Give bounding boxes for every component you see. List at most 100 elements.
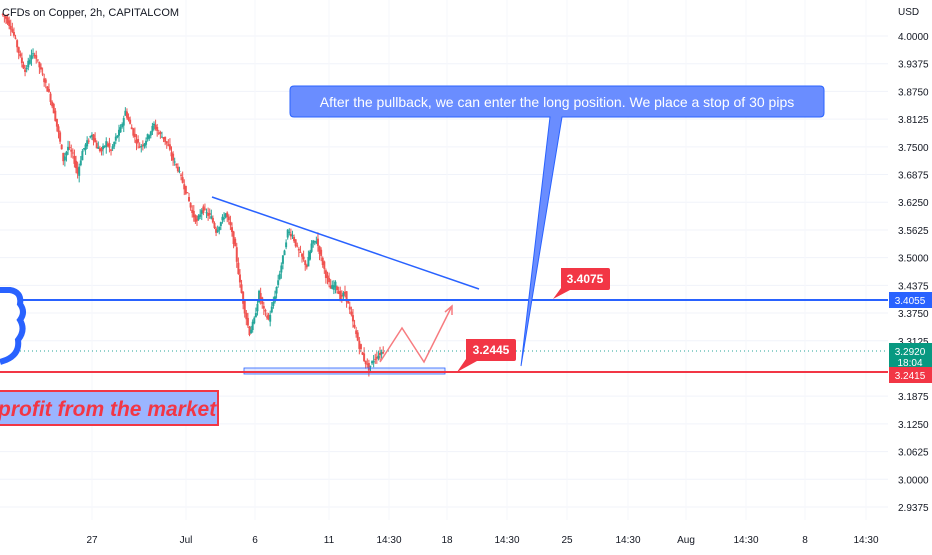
candle-body	[331, 284, 334, 289]
candle-body	[223, 218, 226, 220]
candle-body	[55, 118, 58, 127]
candle-body	[275, 287, 278, 294]
plot-area[interactable]	[0, 0, 888, 520]
candle-body	[353, 324, 356, 328]
candle-body	[153, 123, 156, 126]
price-axis[interactable]: 4.0000 3.9375 3.8750 3.8125 3.7500 3.6875 3.62…	[898, 32, 929, 514]
candle-body	[316, 238, 319, 246]
candle-body	[184, 185, 187, 194]
candle-body	[267, 314, 270, 320]
candle-body	[226, 212, 229, 217]
banner[interactable]: profit from the market	[0, 390, 219, 426]
candle-body	[146, 134, 149, 140]
candle-body	[367, 363, 370, 371]
tag-stop: 3.2415	[889, 367, 932, 383]
candle-body	[43, 78, 46, 83]
candle-body	[47, 88, 50, 92]
candle-body	[342, 292, 345, 296]
candle-body	[160, 136, 163, 138]
candle-body	[251, 321, 254, 331]
candle-body	[280, 265, 283, 273]
candle-body	[32, 53, 35, 55]
candle-body	[54, 110, 57, 121]
currency-label: USD	[898, 7, 919, 18]
candle-body	[264, 309, 267, 312]
projection-path	[379, 305, 453, 364]
candle-body	[248, 326, 251, 336]
candle-body	[240, 284, 243, 293]
candle-body	[336, 286, 339, 291]
candle-body	[78, 166, 81, 176]
candle-body	[315, 241, 318, 244]
candle-body	[39, 67, 42, 70]
candle-body	[318, 246, 321, 255]
candle-body	[9, 25, 12, 30]
time-axis[interactable]: 27 Jul 6 11 14:30 18 14:30 25 14:30 Aug 14:30 8 14:3…	[86, 535, 879, 546]
y-tick-label: 3.3750	[898, 309, 929, 320]
candle-body	[63, 156, 66, 161]
target-label-text: 3.4075	[567, 272, 604, 286]
candle-body	[82, 148, 85, 150]
candle-body	[283, 250, 286, 256]
x-tick-label: 25	[561, 535, 573, 546]
candle-body	[149, 131, 152, 136]
candle-body	[270, 306, 273, 313]
candle-body	[157, 132, 160, 134]
candle-body	[332, 285, 335, 290]
candle-body	[229, 221, 232, 226]
candle-body	[211, 217, 214, 223]
symbol-title: CFDs on Copper, 2h, CAPITALCOM	[2, 7, 179, 19]
candle-body	[110, 149, 113, 151]
candle-body	[348, 306, 351, 310]
candle-body	[202, 206, 205, 214]
candle-body	[281, 255, 284, 264]
candle-body	[230, 227, 233, 233]
candle-body	[141, 144, 144, 146]
y-tick-label: 3.7500	[898, 143, 929, 154]
candle-body	[8, 20, 11, 26]
candle-body	[339, 291, 342, 300]
candle-body	[106, 143, 109, 147]
trendline[interactable]	[211, 196, 480, 290]
x-tick-label: 8	[802, 535, 808, 546]
candle-body	[379, 353, 382, 356]
candle-body	[117, 129, 120, 136]
candle-body	[84, 144, 87, 150]
candle-body	[307, 256, 310, 267]
y-tick-label: 3.5625	[898, 226, 929, 237]
entry-price-label[interactable]: 3.2445	[457, 339, 516, 372]
tag-current-bg	[889, 343, 932, 370]
banner-text: profit from the market	[0, 398, 217, 421]
candle-body	[130, 127, 133, 130]
candle-body	[355, 330, 358, 335]
candle-body	[259, 293, 262, 300]
candle-body	[245, 312, 248, 320]
y-tick-label: 3.6875	[898, 171, 929, 182]
y-tick-label: 3.1875	[898, 392, 929, 403]
x-tick-label: 18	[441, 535, 453, 546]
candle-body	[49, 93, 52, 102]
candle-body	[380, 352, 383, 355]
tag-stop-bg	[889, 367, 932, 383]
candle-body	[299, 251, 302, 253]
candle-body	[111, 146, 114, 149]
candle-body	[165, 141, 168, 144]
candle-body	[127, 117, 130, 121]
candle-body	[328, 277, 331, 283]
candle-body	[213, 222, 216, 228]
target-price-label[interactable]: 3.4075	[553, 268, 610, 299]
candle-body	[178, 170, 181, 172]
callout[interactable]: After the pullback, we can enter the lon…	[289, 85, 825, 367]
tag-current: 3.2920 18:04	[889, 343, 932, 370]
candle-body	[227, 216, 230, 221]
candle-body	[156, 127, 159, 131]
candle-body	[59, 132, 62, 142]
candle-body	[208, 213, 211, 215]
entry-label-shape	[457, 339, 516, 372]
candle-body	[340, 294, 343, 297]
candle-body	[65, 151, 68, 156]
candle-body	[258, 290, 261, 303]
y-tick-label: 3.8750	[898, 87, 929, 98]
